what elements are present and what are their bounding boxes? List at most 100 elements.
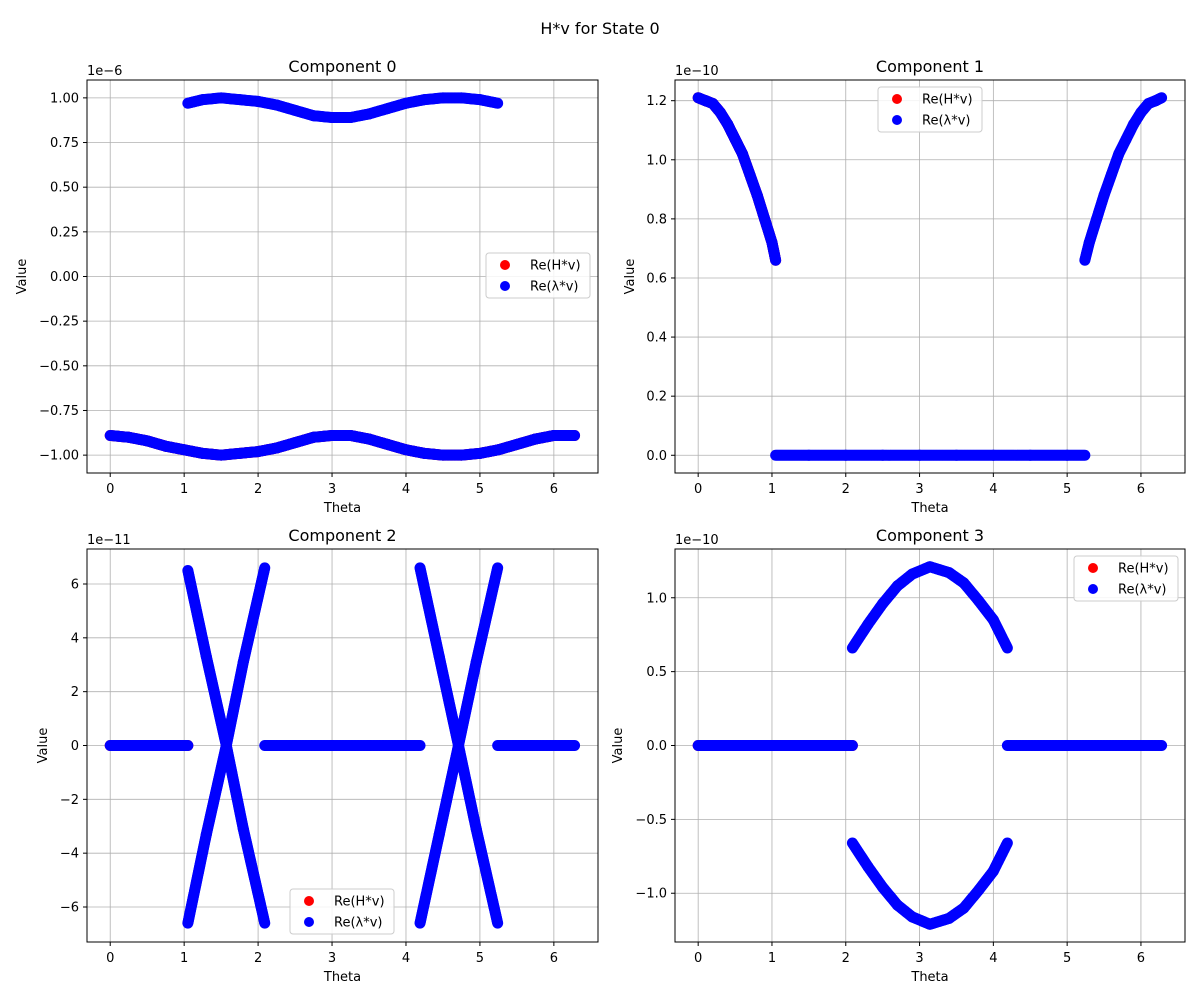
data-point	[414, 740, 426, 751]
data-point	[492, 917, 504, 929]
x-tick-label: 2	[254, 482, 262, 497]
legend-marker	[892, 115, 902, 125]
data-point	[569, 429, 581, 441]
y-tick-label: 1.2	[646, 94, 667, 109]
x-tick-label: 6	[550, 951, 558, 966]
x-tick-label: 4	[402, 951, 410, 966]
y-tick-label: 6	[71, 577, 79, 592]
x-tick-label: 1	[768, 482, 776, 497]
offset-text: 1e−6	[87, 64, 122, 79]
x-tick-label: 5	[476, 482, 484, 497]
data-point	[492, 97, 504, 109]
y-tick-label: 0.00	[50, 270, 79, 285]
legend-box	[485, 252, 591, 299]
y-tick-label: −6	[60, 901, 79, 916]
x-tick-label: 1	[180, 482, 188, 497]
y-tick-label: −0.5	[635, 813, 667, 828]
subplots: 0 1 2 3 4 5 6−1.00−0.75−0.50−0.250.000.250.500…	[15, 57, 1186, 985]
offset-text: 1e−10	[675, 64, 719, 79]
x-tick-label: 1	[180, 951, 188, 966]
x-tick-label: 3	[328, 951, 336, 966]
legend-marker	[304, 917, 314, 927]
data-point	[1001, 837, 1013, 849]
y-tick-label: 1.0	[646, 591, 667, 606]
x-tick-label: 5	[1063, 951, 1071, 966]
data-point	[182, 740, 194, 751]
data-point	[259, 562, 271, 574]
y-axis-label: Value	[15, 259, 30, 295]
y-tick-label: −1.0	[635, 887, 667, 902]
subplot-title: Component 0	[288, 57, 396, 76]
data-point	[259, 917, 271, 929]
y-tick-label: −0.75	[39, 404, 79, 419]
x-tick-label: 4	[989, 951, 997, 966]
data-point	[1156, 740, 1168, 751]
y-tick-label: 0.5	[646, 665, 667, 680]
x-tick-label: 6	[550, 482, 558, 497]
data-markers	[692, 92, 1168, 461]
y-tick-label: 0.6	[646, 271, 667, 286]
y-tick-label: −2	[60, 793, 79, 808]
legend-label: Re(λ*v)	[334, 916, 382, 931]
legend-marker	[304, 896, 314, 906]
y-tick-label: 0.2	[646, 390, 667, 405]
y-tick-label: 0.75	[50, 136, 79, 151]
x-tick-label: 0	[106, 482, 114, 497]
figure-title: H*v for State 0	[540, 19, 659, 38]
x-axis-label: Theta	[323, 501, 361, 516]
subplot-title: Component 1	[876, 57, 984, 76]
legend-label: Re(λ*v)	[922, 114, 970, 129]
subplot-title: Component 2	[288, 526, 396, 545]
subplot-title: Component 3	[876, 526, 984, 545]
legend-label: Re(H*v)	[922, 93, 973, 108]
x-tick-label: 1	[768, 951, 776, 966]
legend-label: Re(λ*v)	[530, 280, 578, 295]
offset-text: 1e−10	[675, 533, 719, 548]
data-point	[846, 740, 858, 751]
x-tick-label: 0	[694, 951, 702, 966]
data-point	[1001, 642, 1013, 654]
y-tick-label: 2	[71, 685, 79, 700]
x-axis-label: Theta	[910, 501, 948, 516]
legend-box	[289, 888, 395, 935]
legend: Re(H*v) Re(λ*v)	[1073, 555, 1179, 602]
x-tick-label: 3	[915, 951, 923, 966]
x-tick-label: 0	[106, 951, 114, 966]
data-point	[569, 740, 581, 751]
y-tick-label: −4	[60, 847, 79, 862]
x-tick-label: 6	[1137, 482, 1145, 497]
y-tick-label: 0.8	[646, 212, 667, 227]
y-tick-label: 0.25	[50, 225, 79, 240]
x-axis-label: Theta	[910, 970, 948, 985]
data-point	[492, 562, 504, 574]
y-axis-label: Value	[611, 728, 626, 764]
y-tick-label: 0.50	[50, 181, 79, 196]
legend-marker	[1088, 563, 1098, 573]
offset-text: 1e−11	[87, 533, 131, 548]
y-tick-label: 0	[71, 739, 79, 754]
y-axis-label: Value	[623, 259, 638, 295]
legend-box	[1073, 555, 1179, 602]
x-tick-label: 3	[915, 482, 923, 497]
legend-marker	[500, 260, 510, 270]
y-tick-label: −0.25	[39, 315, 79, 330]
legend-label: Re(H*v)	[1118, 562, 1169, 577]
x-tick-label: 2	[842, 951, 850, 966]
legend-label: Re(λ*v)	[1118, 583, 1166, 598]
legend: Re(H*v) Re(λ*v)	[877, 86, 983, 133]
data-point	[1079, 449, 1091, 461]
data-markers	[104, 562, 581, 929]
subplot-3: 0 1 2 3 4 5 6 −1.0 −0.5 0.0 0.5 1.0 1e−10 Component 3…	[611, 526, 1186, 985]
y-tick-label: 4	[71, 631, 79, 646]
x-tick-label: 4	[989, 482, 997, 497]
data-markers	[692, 561, 1168, 930]
legend-marker	[1088, 584, 1098, 594]
x-tick-label: 6	[1137, 951, 1145, 966]
x-tick-label: 5	[476, 951, 484, 966]
subplot-1: 0 1 2 3 4 5 6 0.0 0.2 0.4 0.6 0.8 1.0 1.2 1e−10 Compone…	[623, 57, 1186, 516]
y-tick-label: 1.0	[646, 153, 667, 168]
legend-marker	[892, 94, 902, 104]
y-tick-label: 0.0	[646, 449, 667, 464]
data-markers	[104, 92, 581, 461]
y-tick-label: 0.4	[646, 331, 667, 346]
